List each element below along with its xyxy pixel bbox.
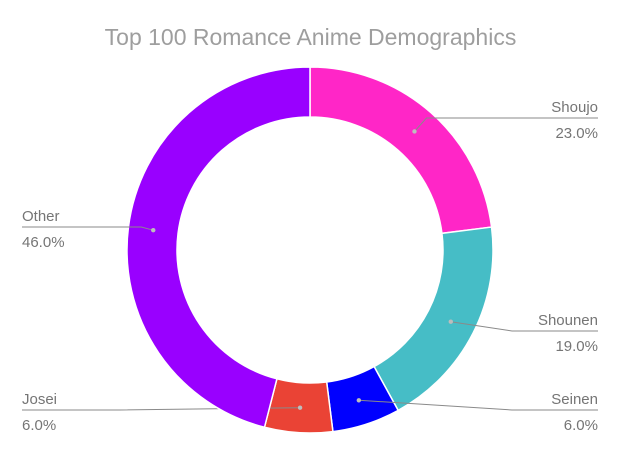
slice-other <box>126 66 311 429</box>
value-label-shounen: 19.0% <box>555 338 598 355</box>
leader-line-shoujo <box>414 117 598 132</box>
value-label-shoujo: 23.0% <box>555 125 598 142</box>
slice-shoujo <box>309 66 493 235</box>
label-josei: Josei <box>22 391 57 408</box>
leader-dot-seinen <box>356 398 362 403</box>
value-label-other: 46.0% <box>22 234 65 251</box>
leader-dot-shounen <box>448 319 453 324</box>
value-label-josei: 6.0% <box>22 417 56 434</box>
chart-title: Top 100 Romance Anime Demographics <box>104 24 517 50</box>
leader-line-shounen <box>450 321 598 332</box>
leader-line-other <box>22 226 154 231</box>
leader-dot-josei <box>297 405 303 410</box>
label-other: Other <box>22 208 60 225</box>
slice-shounen <box>373 226 494 412</box>
label-seinen: Seinen <box>551 391 598 408</box>
label-shoujo: Shoujo <box>551 99 598 116</box>
leader-line-seinen <box>358 399 598 411</box>
label-shounen: Shounen <box>538 312 598 329</box>
leader-dot-other <box>151 227 156 233</box>
leader-dot-shoujo <box>412 129 417 134</box>
value-label-seinen: 6.0% <box>564 417 598 434</box>
